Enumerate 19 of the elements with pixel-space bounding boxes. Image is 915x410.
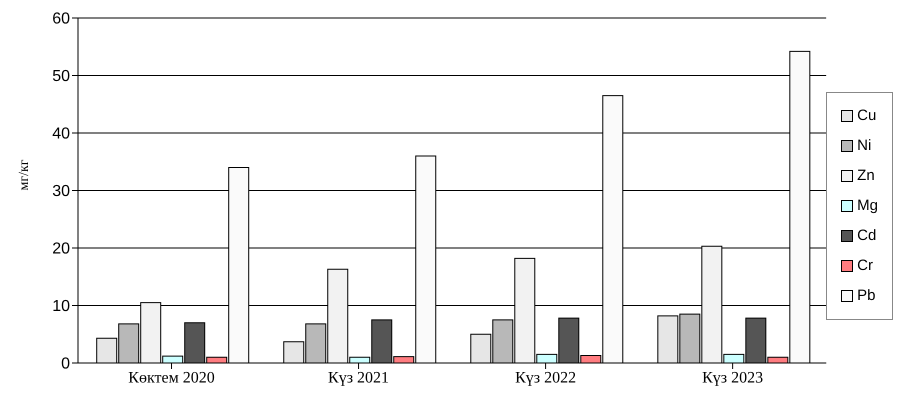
x-tick-label: Күз 2023: [702, 369, 764, 386]
x-tick-label: Күз 2021: [328, 369, 390, 386]
y-tick-label: 60: [52, 10, 70, 28]
legend-label: Cr: [857, 257, 873, 274]
y-axis-title: мг/кг: [16, 159, 32, 190]
y-tick-label: 0: [61, 356, 70, 373]
y-tick-label: 20: [52, 240, 70, 258]
y-tick-label: 30: [52, 183, 70, 200]
legend-label: Cd: [857, 227, 876, 244]
legend-label: Zn: [857, 167, 875, 184]
y-tick-label: 10: [52, 298, 70, 316]
legend-label: Cu: [857, 107, 876, 124]
x-tick-label: Көктем 2020: [128, 369, 215, 386]
legend-label: Mg: [857, 197, 878, 214]
y-tick-label: 50: [52, 68, 70, 86]
x-tick-label: Күз 2022: [515, 369, 576, 386]
legend-label: Pb: [857, 287, 876, 304]
y-tick-label: 40: [52, 126, 70, 143]
legend-label: Ni: [857, 137, 872, 154]
